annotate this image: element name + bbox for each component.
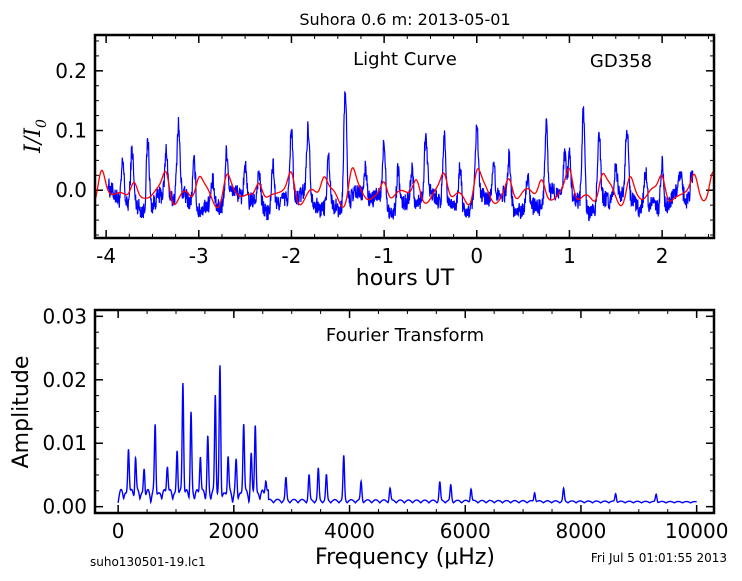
fourier-ytick-label: 0.01 bbox=[42, 431, 87, 455]
light-curve-ticks: -4 -3 -2 -1 0 1 2 0.0 0.1 0.2 bbox=[55, 35, 714, 268]
fourier-xtick-label: 6000 bbox=[440, 519, 491, 543]
light-curve-ytick-label: 0.0 bbox=[55, 178, 87, 202]
star-name-label: GD358 bbox=[590, 51, 652, 72]
fourier-xtick-label: 2000 bbox=[208, 519, 259, 543]
fourier-xtick-label: 4000 bbox=[324, 519, 375, 543]
fourier-xtick-label: 10000 bbox=[665, 519, 729, 543]
fourier-ticks: 0 2000 4000 6000 8000 10000 0.00 0.01 0.02 0.03 bbox=[42, 304, 728, 543]
svg-text:I/I0: I/I0 bbox=[21, 119, 50, 154]
light-curve-ytick-label: 0.2 bbox=[55, 59, 87, 83]
fourier-ytick-label: 0.02 bbox=[42, 368, 87, 392]
footer-timestamp: Fri Jul 5 01:01:55 2013 bbox=[591, 551, 727, 565]
fourier-ytick-label: 0.03 bbox=[42, 304, 87, 328]
fourier-amplitude-line bbox=[117, 365, 697, 505]
light-curve-ylabel: I/I0 bbox=[21, 119, 50, 154]
light-curve-xtick-label: -2 bbox=[281, 244, 301, 268]
light-curve-xtick-label: 0 bbox=[470, 244, 483, 268]
fourier-xlabel: Frequency (μHz) bbox=[315, 545, 495, 570]
fourier-xtick-label: 8000 bbox=[555, 519, 606, 543]
light-curve-xtick-label: -1 bbox=[374, 244, 394, 268]
fourier-ytick-label: 0.00 bbox=[42, 495, 87, 519]
light-curve-xtick-label: 2 bbox=[656, 244, 669, 268]
light-curve-model-line bbox=[95, 166, 714, 209]
light-curve-xlabel: hours UT bbox=[356, 266, 455, 291]
ylabel-main-i: I bbox=[21, 143, 46, 154]
fourier-ylabel: Amplitude bbox=[9, 356, 34, 469]
figure-title: Suhora 0.6 m: 2013-05-01 bbox=[299, 10, 510, 29]
light-curve-panel: -4 -3 -2 -1 0 1 2 0.0 0.1 0.2 Light Curve GD358 h… bbox=[21, 33, 716, 291]
fourier-frame bbox=[93, 308, 716, 515]
fourier-panel: 0 2000 4000 6000 8000 10000 0.00 0.01 0.02 0.03 F… bbox=[9, 304, 728, 570]
light-curve-xtick-label: -4 bbox=[96, 244, 116, 268]
ylabel-i-numerator: I bbox=[21, 127, 46, 138]
fourier-title: Fourier Transform bbox=[326, 325, 484, 346]
footer-filename: suho130501-19.lc1 bbox=[90, 555, 206, 569]
light-curve-data-line bbox=[107, 91, 694, 222]
ylabel-subscript: 0 bbox=[34, 119, 50, 128]
light-curve-xtick-label: -3 bbox=[189, 244, 209, 268]
light-curve-frame bbox=[93, 33, 716, 240]
light-curve-xtick-label: 1 bbox=[563, 244, 576, 268]
light-curve-ytick-label: 0.1 bbox=[55, 119, 87, 143]
fourier-xtick-label: 0 bbox=[112, 519, 125, 543]
light-curve-title: Light Curve bbox=[353, 49, 457, 70]
